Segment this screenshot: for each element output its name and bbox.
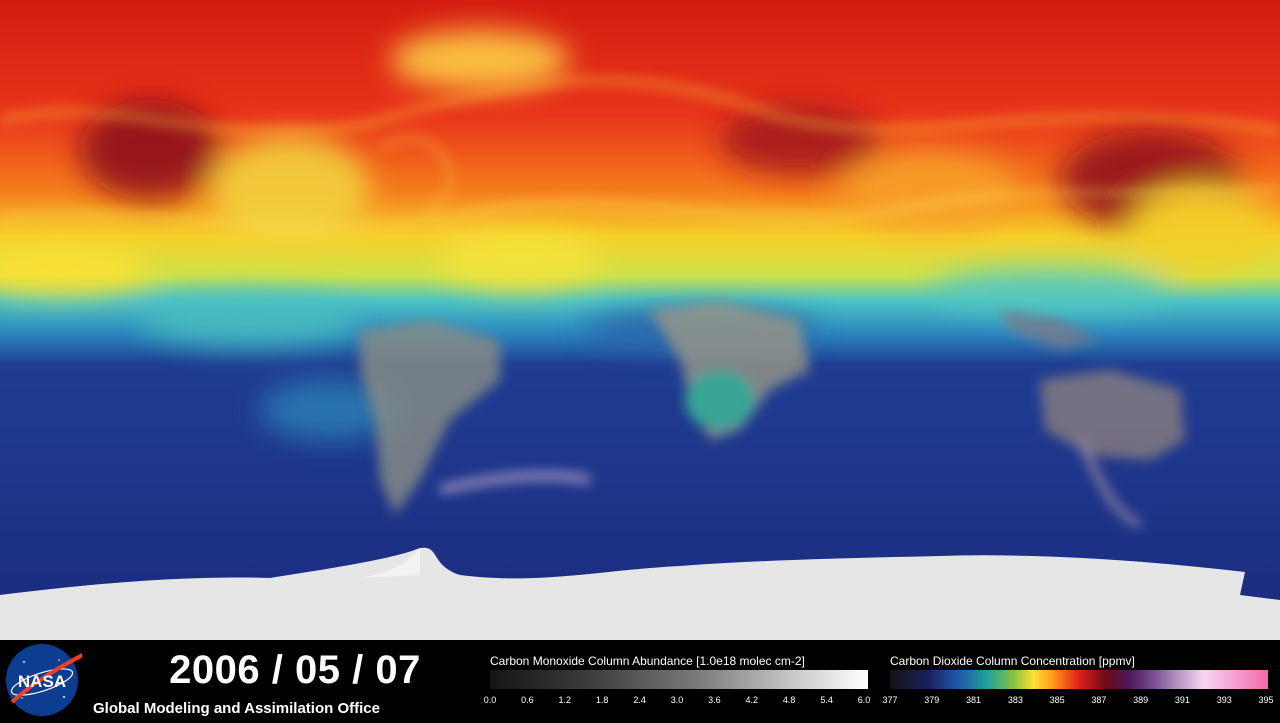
co2-colorbar-tick: 389 [1133,695,1149,705]
co-colorbar-tick: 6.0 [857,695,871,705]
office-label: Global Modeling and Assimilation Office [93,700,380,717]
co2-colorbar-title: Carbon Dioxide Column Concentration [ppm… [890,654,1135,668]
co-colorbar-tick: 0.0 [483,695,497,705]
co2-colorbar-tick: 379 [924,695,940,705]
co-colorbar-tick: 3.6 [708,695,721,705]
nasa-logo-text: NASA [18,672,66,691]
co2-colorbar-tick: 387 [1091,695,1107,705]
co2-colorbar [890,670,1268,689]
co-colorbar-tick: 2.4 [633,695,646,705]
date-label: 2006 / 05 / 07 [169,648,421,692]
co2-colorbar-tick: 393 [1216,695,1232,705]
co2-colorbar-tick: 385 [1049,695,1065,705]
co2-colorbar-tick: 377 [882,695,898,705]
co-colorbar-tick: 4.2 [745,695,759,705]
co2-colorbar-tick: 395 [1258,695,1274,705]
co-colorbar [490,670,868,689]
footer-bar: NASA 2006 / 05 / 07 Global Modeling and … [0,640,1280,720]
co-colorbar-tick: 1.8 [595,695,609,705]
co2-world-map [0,0,1280,640]
co-colorbar-tick: 4.8 [782,695,796,705]
co2-colorbar-tick: 383 [1007,695,1023,705]
co-colorbar-ticks: 0.0 0.6 1.2 1.8 2.4 3.0 3.6 4.2 4.8 5.4 6.0 [483,695,871,707]
co-colorbar-tick: 3.0 [670,695,684,705]
co2-colorbar-tick: 381 [966,695,982,705]
nasa-logo-icon: NASA [4,642,93,718]
co-colorbar-tick: 1.2 [558,695,572,705]
co2-colorbar-ticks: 377 379 381 383 385 387 389 391 393 395 [882,695,1274,707]
map-visualization [0,0,1280,640]
co-colorbar-tick: 0.6 [521,695,534,705]
co2-colorbar-tick: 391 [1174,695,1190,705]
co-colorbar-title: Carbon Monoxide Column Abundance [1.0e18… [490,654,805,668]
co-colorbar-tick: 5.4 [820,695,833,705]
antarctica [0,547,1280,640]
